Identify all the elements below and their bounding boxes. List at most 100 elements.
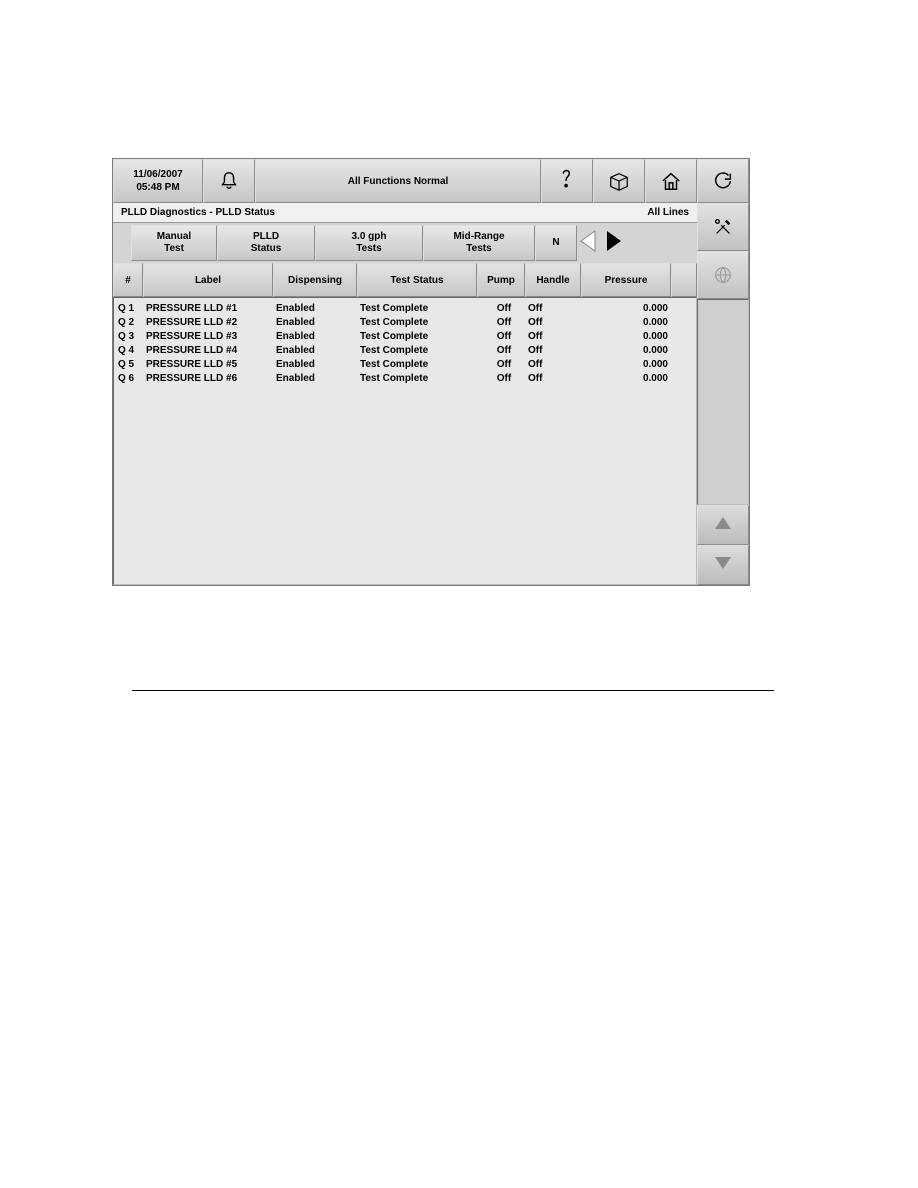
- cell-handle: Off: [528, 344, 584, 358]
- col-dispensing: Dispensing: [273, 263, 357, 297]
- cell-dispensing: Enabled: [276, 358, 360, 372]
- col-label: #: [125, 275, 131, 286]
- tab-nav-arrows: [579, 225, 623, 261]
- cell-pump: Off: [480, 344, 528, 358]
- cell-label: PRESSURE LLD #1: [146, 302, 276, 316]
- cell-test-status: Test Complete: [360, 372, 480, 386]
- title-bar: PLLD Diagnostics - PLLD Status All Lines: [113, 203, 697, 223]
- back-button[interactable]: [697, 159, 749, 203]
- col-label: Test Status: [390, 275, 443, 286]
- tab-label: PLLD: [253, 231, 279, 243]
- col-label: Label: [195, 275, 221, 286]
- tab-prev-icon[interactable]: [579, 229, 599, 258]
- scroll-down-button[interactable]: [697, 545, 749, 585]
- alarm-button[interactable]: [203, 159, 255, 203]
- tab-3gph-tests[interactable]: 3.0 gph Tests: [315, 225, 423, 261]
- data-area: Q 1PRESSURE LLD #1EnabledTest CompleteOf…: [113, 297, 697, 585]
- tab-midrange-tests[interactable]: Mid-Range Tests: [423, 225, 535, 261]
- cell-pump: Off: [480, 302, 528, 316]
- table-row[interactable]: Q 6PRESSURE LLD #6EnabledTest CompleteOf…: [116, 372, 694, 386]
- main-column: PLLD Diagnostics - PLLD Status All Lines…: [113, 203, 697, 585]
- cell-pressure: 0.000: [584, 344, 674, 358]
- status-text: All Functions Normal: [348, 176, 449, 187]
- cell-pump: Off: [480, 330, 528, 344]
- date-label: 11/06/2007: [133, 168, 183, 181]
- help-icon: [556, 168, 578, 194]
- cell-dispensing: Enabled: [276, 344, 360, 358]
- tab-plld-status[interactable]: PLLD Status: [217, 225, 315, 261]
- cell-test-status: Test Complete: [360, 344, 480, 358]
- app-window: 11/06/2007 05:48 PM All Functions Normal: [112, 158, 750, 586]
- col-test-status: Test Status: [357, 263, 477, 297]
- column-headers: # Label Dispensing Test Status Pump Hand…: [113, 263, 697, 297]
- cell-pressure: 0.000: [584, 358, 674, 372]
- cell-pump: Off: [480, 372, 528, 386]
- cell-num: Q 5: [116, 358, 146, 372]
- tools-icon: [712, 216, 734, 238]
- tab-partial[interactable]: N: [535, 225, 577, 261]
- table-row[interactable]: Q 1PRESSURE LLD #1EnabledTest CompleteOf…: [116, 302, 694, 316]
- cell-handle: Off: [528, 316, 584, 330]
- cell-handle: Off: [528, 302, 584, 316]
- col-handle: Handle: [525, 263, 581, 297]
- side-column: [697, 203, 749, 585]
- tab-label: Tests: [466, 243, 491, 255]
- tab-label: Mid-Range: [453, 231, 504, 243]
- home-button[interactable]: [645, 159, 697, 203]
- tab-label: Test: [164, 243, 184, 255]
- body-split: PLLD Diagnostics - PLLD Status All Lines…: [113, 203, 749, 585]
- table-row[interactable]: Q 3PRESSURE LLD #3EnabledTest CompleteOf…: [116, 330, 694, 344]
- page-divider: [132, 690, 774, 691]
- cell-pressure: 0.000: [584, 302, 674, 316]
- top-toolbar: 11/06/2007 05:48 PM All Functions Normal: [113, 159, 749, 203]
- table-row[interactable]: Q 5PRESSURE LLD #5EnabledTest Complete Of…: [116, 358, 694, 372]
- cell-pressure: 0.000: [584, 316, 674, 330]
- globe-icon: [712, 264, 734, 286]
- cell-dispensing: Enabled: [276, 330, 360, 344]
- col-label-header: Label: [143, 263, 273, 297]
- cell-num: Q 1: [116, 302, 146, 316]
- col-label: Pressure: [605, 275, 648, 286]
- tab-label: Status: [251, 243, 282, 255]
- status-bar: All Functions Normal: [255, 159, 541, 203]
- help-button[interactable]: [541, 159, 593, 203]
- cell-pressure: 0.000: [584, 330, 674, 344]
- title-left: PLLD Diagnostics - PLLD Status: [121, 207, 275, 218]
- cell-num: Q 3: [116, 330, 146, 344]
- refresh-icon: [712, 170, 734, 192]
- cell-num: Q 6: [116, 372, 146, 386]
- tab-label: 3.0 gph: [351, 231, 386, 243]
- cell-label: PRESSURE LLD #6: [146, 372, 276, 386]
- globe-button[interactable]: [697, 251, 749, 299]
- cell-handle: Off: [528, 358, 584, 372]
- tab-label: Tests: [356, 243, 381, 255]
- col-pressure: Pressure: [581, 263, 671, 297]
- datetime-cell: 11/06/2007 05:48 PM: [113, 159, 203, 203]
- cell-label: PRESSURE LLD #5: [146, 358, 276, 372]
- col-label: Pump: [487, 275, 515, 286]
- cell-pump: Off: [480, 316, 528, 330]
- col-pump: Pump: [477, 263, 525, 297]
- cell-dispensing: Enabled: [276, 316, 360, 330]
- tab-next-icon[interactable]: [603, 229, 623, 258]
- tab-label: N: [552, 237, 559, 249]
- cell-test-status: Test Complete: [360, 302, 480, 316]
- tabs-row: Manual Test PLLD Status 3.0 gph Tests Mi…: [113, 223, 697, 263]
- table-row[interactable]: Q 2PRESSURE LLD #2EnabledTest CompleteOf…: [116, 316, 694, 330]
- box-icon: [607, 170, 631, 192]
- tab-manual-test[interactable]: Manual Test: [131, 225, 217, 261]
- title-right: All Lines: [647, 207, 689, 218]
- cell-test-status: Test Complete: [360, 330, 480, 344]
- cell-test-status: Test Complete: [360, 358, 480, 372]
- tools-button[interactable]: [697, 203, 749, 251]
- bell-icon: [218, 170, 240, 192]
- cell-label: PRESSURE LLD #3: [146, 330, 276, 344]
- cell-handle: Off: [528, 372, 584, 386]
- cell-label: PRESSURE LLD #2: [146, 316, 276, 330]
- table-row[interactable]: Q 4PRESSURE LLD #4EnabledTest CompleteOf…: [116, 344, 694, 358]
- scroll-up-button[interactable]: [697, 505, 749, 545]
- cell-pressure: 0.000: [584, 372, 674, 386]
- cell-test-status: Test Complete: [360, 316, 480, 330]
- print-button[interactable]: [593, 159, 645, 203]
- time-label: 05:48 PM: [136, 181, 179, 194]
